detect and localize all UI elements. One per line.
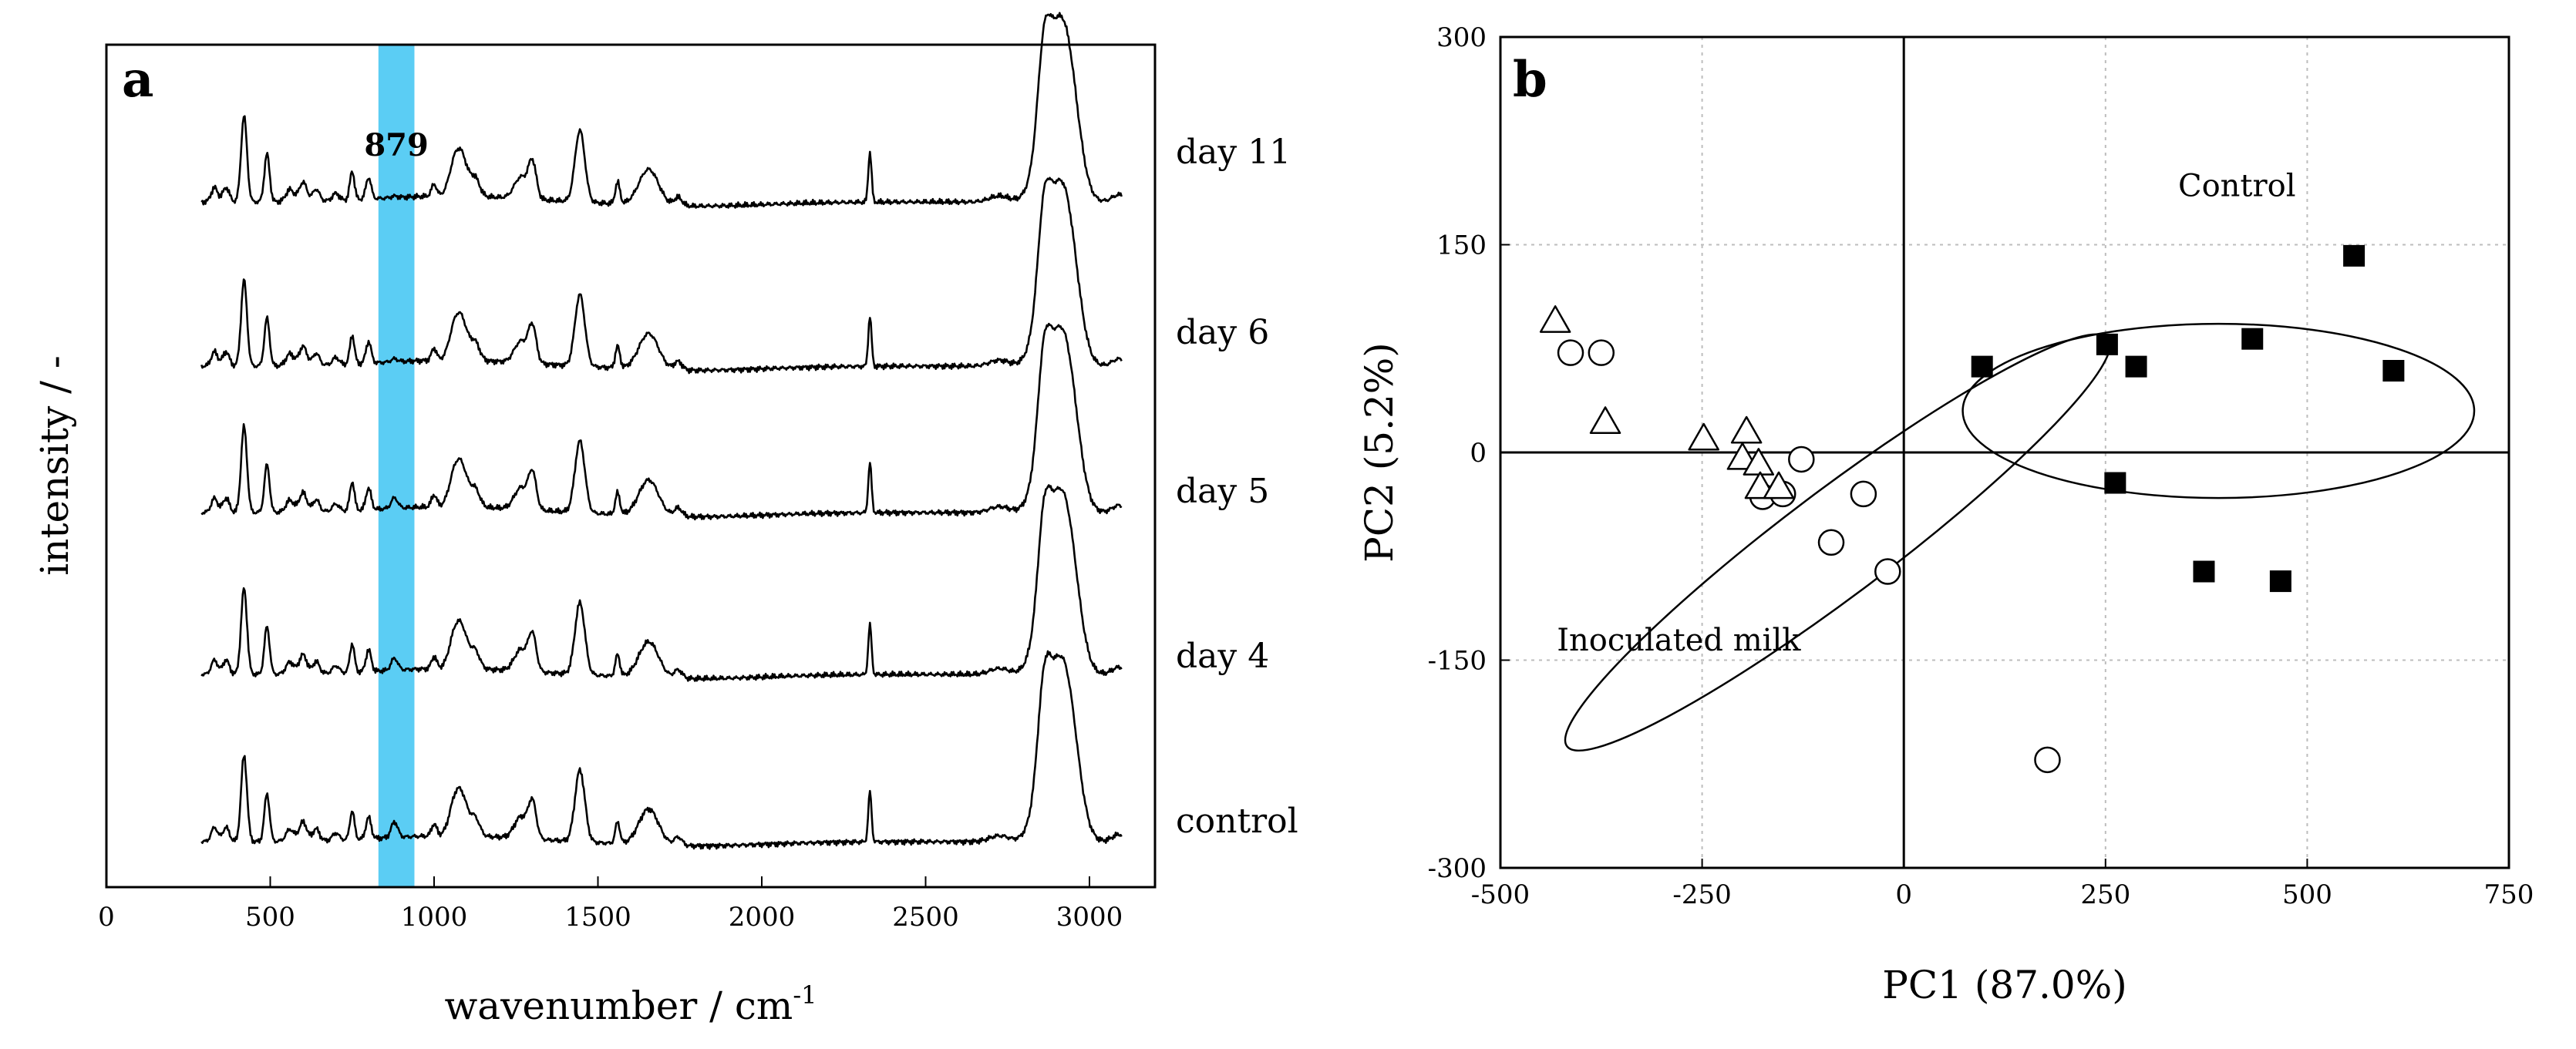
spectrum-line-day-11 xyxy=(200,12,1123,209)
highlight-band-label: 879 xyxy=(364,127,429,163)
point-inoculated-circle xyxy=(1874,558,1901,585)
panel-a-x-tick-label: 0 xyxy=(98,902,115,933)
panel-b-grid xyxy=(1500,37,2509,868)
panel-b-x-axis-title: PC1 (87.0%) xyxy=(1882,963,2126,1007)
panel-b-y-tick-label: 300 xyxy=(1436,22,1487,53)
point-inoculated-circle xyxy=(2034,746,2061,774)
panel-a-x-tick-label: 1000 xyxy=(401,902,468,933)
panel-b-x-tick-label: 500 xyxy=(2282,879,2332,910)
panel-b-points xyxy=(1539,244,2405,774)
point-control xyxy=(2104,472,2126,494)
panel-a-x-tick-label: 2500 xyxy=(892,902,959,933)
panel-a-x-tick-label: 3000 xyxy=(1056,902,1123,933)
panel-a-x-axis-title: wavenumber / cm-1 xyxy=(445,980,817,1028)
point-inoculated-triangle xyxy=(1730,415,1763,444)
x-axis-title-text: wavenumber / cm xyxy=(445,983,793,1028)
panel-b-y-tick-label: 0 xyxy=(1470,438,1487,469)
panel-a-traces xyxy=(200,12,1123,850)
panel-b-x-tick-label: 250 xyxy=(2080,879,2130,910)
panel-b-ellipses xyxy=(1564,322,2476,752)
point-control xyxy=(2096,333,2118,355)
panel-b-annotations: Control Inoculated milk xyxy=(1557,169,2295,658)
panel-a-x-ticks: 0 500 1000 1500 2000 2500 3000 xyxy=(98,876,1123,933)
panel-a: a 879 day 11 day 6 day 5 day 4 control 0 500 1… xyxy=(32,12,1298,1028)
point-control xyxy=(2125,355,2147,378)
point-control xyxy=(2193,560,2215,583)
panel-b-x-tick-label: -500 xyxy=(1471,879,1530,910)
panel-a-x-tick-label: 500 xyxy=(245,902,295,933)
panel-a-series-labels: day 11 day 6 day 5 day 4 control xyxy=(1176,133,1298,841)
point-inoculated-circle xyxy=(1557,339,1584,366)
panel-b-y-axis-title: PC2 (5.2%) xyxy=(1357,342,1402,563)
panel-a-highlight-band xyxy=(378,45,415,887)
series-label-day-11: day 11 xyxy=(1176,133,1291,172)
panel-a-y-axis-title: intensity / - xyxy=(32,355,77,576)
point-control xyxy=(2343,244,2366,267)
series-label-day-5: day 5 xyxy=(1176,472,1269,511)
spectrum-line-day-4 xyxy=(200,484,1123,682)
spectrum-line-control xyxy=(200,650,1123,850)
panel-b-x-ticks: -500 -250 0 250 500 750 xyxy=(1471,859,2534,910)
annotation-control: Control xyxy=(2178,169,2296,204)
spectrum-line-day-6 xyxy=(200,177,1123,375)
panel-b-zero-lines xyxy=(1500,37,2509,868)
spectrum-line-day-5 xyxy=(200,322,1123,521)
point-control xyxy=(2382,359,2405,382)
point-inoculated-circle xyxy=(1588,339,1615,366)
panel-b: b Control Inoculated milk -500 -250 0 250 500… xyxy=(1357,22,2534,1007)
panel-b-y-ticks: -300 -150 0 150 300 xyxy=(1428,22,1510,884)
panel-b-y-tick-label: -150 xyxy=(1428,646,1487,677)
panel-a-x-tick-label: 1500 xyxy=(564,902,631,933)
point-inoculated-triangle xyxy=(1688,422,1719,451)
point-inoculated-triangle xyxy=(1763,471,1795,499)
series-label-day-4: day 4 xyxy=(1176,637,1269,676)
panel-b-label: b xyxy=(1513,51,1547,109)
point-control xyxy=(1971,355,1993,378)
panel-b-y-tick-label: -300 xyxy=(1428,853,1487,884)
point-inoculated-circle xyxy=(1850,480,1877,508)
point-control xyxy=(2241,328,2264,350)
series-label-control: control xyxy=(1176,802,1298,841)
panel-a-frame xyxy=(105,43,1157,889)
panel-b-x-tick-label: -250 xyxy=(1672,879,1731,910)
point-inoculated-circle xyxy=(1817,529,1845,556)
point-inoculated-triangle xyxy=(1539,305,1571,333)
panel-a-x-tick-label: 2000 xyxy=(729,902,796,933)
panel-b-x-tick-label: 750 xyxy=(2484,879,2534,910)
control-ellipse xyxy=(1961,322,2476,499)
panel-b-x-tick-label: 0 xyxy=(1895,879,1912,910)
point-inoculated-triangle xyxy=(1589,406,1621,434)
point-inoculated-circle xyxy=(1788,445,1815,473)
point-control xyxy=(2269,570,2291,593)
panel-a-label: a xyxy=(122,51,153,109)
x-axis-title-superscript: -1 xyxy=(793,980,817,1010)
series-label-day-6: day 6 xyxy=(1176,313,1269,352)
annotation-inoculated-milk: Inoculated milk xyxy=(1557,623,1801,658)
panel-b-y-tick-label: 150 xyxy=(1436,230,1487,261)
